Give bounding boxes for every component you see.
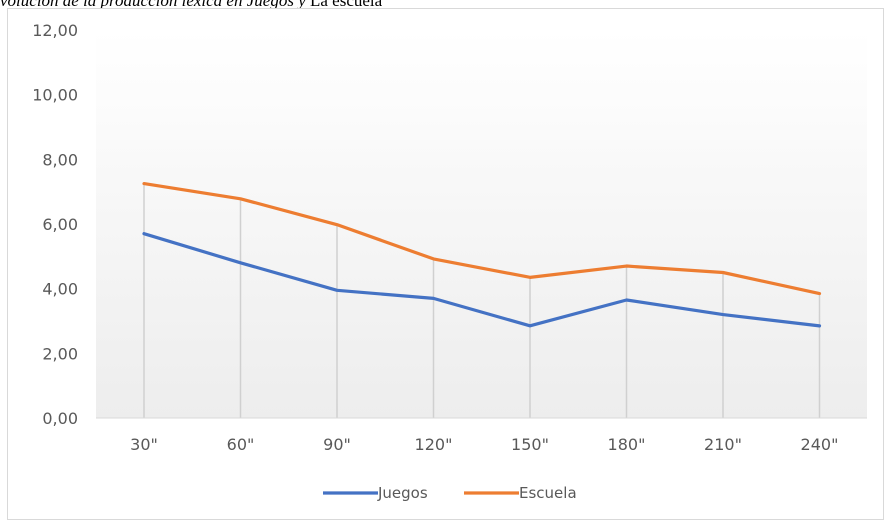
- y-tick-label: 10,00: [32, 86, 78, 105]
- legend-label-escuela: Escuela: [519, 484, 577, 502]
- x-tick-label: 210": [704, 435, 742, 454]
- y-tick-label: 0,00: [42, 409, 78, 428]
- plot-area: [96, 30, 867, 418]
- drop-lines: [143, 183, 821, 418]
- x-tick-label: 240": [801, 435, 839, 454]
- x-axis-ticks: 30" 60" 90" 120" 150" 180" 210" 240": [130, 435, 838, 454]
- figure-caption: volución de la producción léxica en Jueg…: [0, 0, 887, 11]
- x-tick-label: 60": [227, 435, 255, 454]
- x-tick-label: 90": [323, 435, 351, 454]
- legend: Juegos Escuela: [323, 484, 577, 502]
- series-line-escuela: [142, 181, 822, 296]
- caption-italic: volución de la producción léxica en Jueg…: [0, 0, 306, 10]
- x-tick-label: 150": [511, 435, 549, 454]
- y-tick-label: 8,00: [42, 150, 78, 169]
- y-axis-ticks: 0,00 2,00 4,00 6,00 8,00 10,00 12,00: [32, 21, 78, 428]
- legend-label-juegos: Juegos: [377, 484, 428, 502]
- y-tick-label: 12,00: [32, 21, 78, 40]
- caption-plain: La escuela: [305, 0, 383, 10]
- y-tick-label: 2,00: [42, 344, 78, 363]
- y-tick-label: 4,00: [42, 280, 78, 299]
- x-tick-label: 180": [608, 435, 646, 454]
- x-tick-label: 30": [130, 435, 158, 454]
- series-group: [142, 181, 822, 328]
- x-tick-label: 120": [415, 435, 453, 454]
- series-line-juegos: [142, 232, 822, 328]
- y-tick-label: 6,00: [42, 215, 78, 234]
